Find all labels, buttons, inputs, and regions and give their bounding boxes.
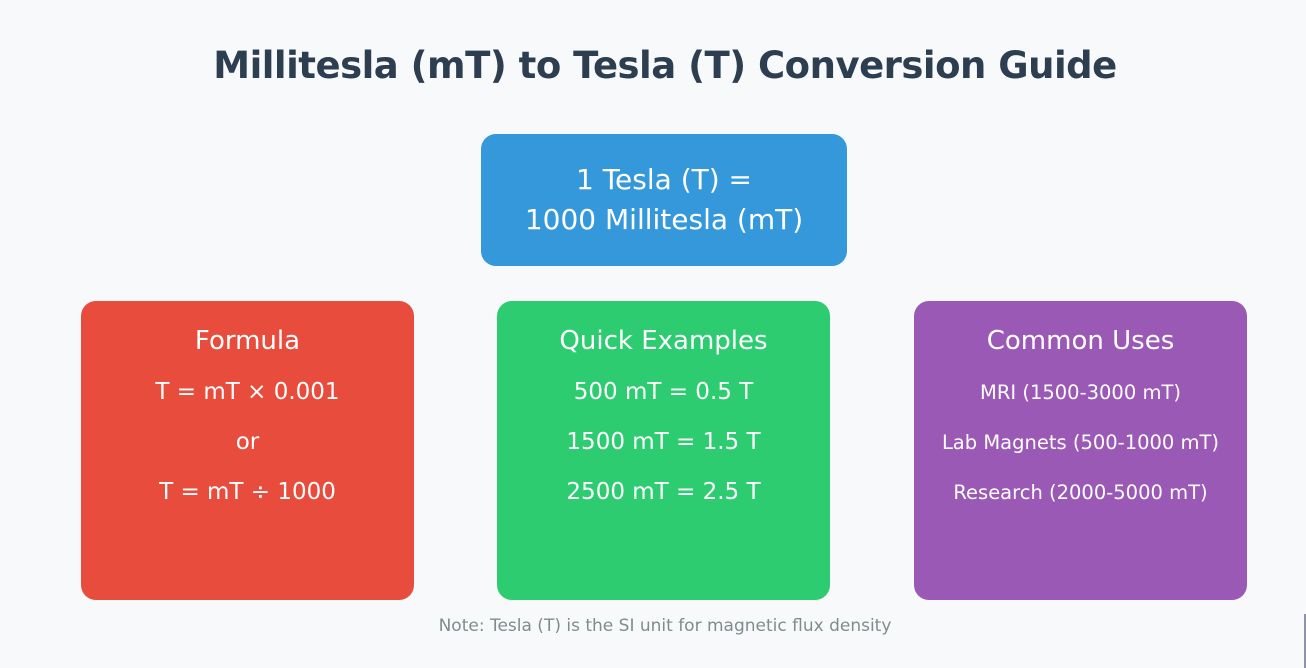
main-conversion-line-2: 1000 Millitesla (mT) <box>524 203 804 236</box>
main-conversion-box: 1 Tesla (T) = 1000 Millitesla (mT) <box>481 134 847 266</box>
formula-card: Formula T = mT × 0.001 or T = mT ÷ 1000 <box>81 301 414 600</box>
main-conversion-line-1: 1 Tesla (T) = <box>575 163 753 196</box>
use-line: Lab Magnets (500-1000 mT) <box>941 431 1220 454</box>
example-line: 1500 mT = 1.5 T <box>566 429 761 455</box>
edge-divider <box>1304 614 1306 668</box>
example-line: 500 mT = 0.5 T <box>573 379 754 405</box>
page-title: Millitesla (mT) to Tesla (T) Conversion … <box>213 44 1117 87</box>
common-uses-card: Common Uses MRI (1500-3000 mT) Lab Magne… <box>914 301 1247 600</box>
formula-line-divide: T = mT ÷ 1000 <box>159 479 336 505</box>
formula-line-or: or <box>235 429 260 455</box>
quick-examples-card: Quick Examples 500 mT = 0.5 T 1500 mT = … <box>497 301 830 600</box>
example-line: 2500 mT = 2.5 T <box>566 479 761 505</box>
quick-examples-card-title: Quick Examples <box>559 326 768 356</box>
formula-line-multiply: T = mT × 0.001 <box>155 379 340 405</box>
footnote: Note: Tesla (T) is the SI unit for magne… <box>438 616 892 636</box>
common-uses-card-title: Common Uses <box>986 326 1175 356</box>
use-line: Research (2000-5000 mT) <box>953 481 1208 504</box>
formula-card-title: Formula <box>194 326 301 356</box>
use-line: MRI (1500-3000 mT) <box>980 381 1181 404</box>
